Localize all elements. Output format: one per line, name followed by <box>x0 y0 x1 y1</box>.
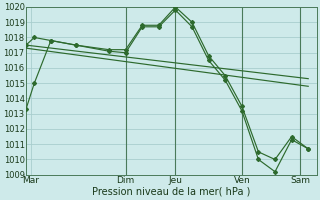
X-axis label: Pression niveau de la mer( hPa ): Pression niveau de la mer( hPa ) <box>92 187 251 197</box>
